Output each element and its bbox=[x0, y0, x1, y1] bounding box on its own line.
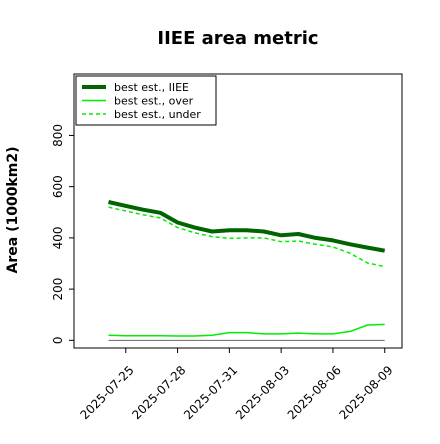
series-line-3 bbox=[108, 206, 385, 268]
y-tick-label: 400 bbox=[51, 226, 65, 249]
x-tick-label: 2025-07-28 bbox=[129, 363, 188, 422]
x-tick-label: 2025-08-06 bbox=[285, 363, 344, 422]
legend-label-1: best est., IIEE bbox=[114, 81, 189, 94]
x-tick-label: 2025-07-25 bbox=[78, 363, 137, 422]
series-line-1 bbox=[108, 200, 386, 253]
y-axis-label: Area (1000km2) bbox=[5, 147, 21, 274]
legend-label-2: best est., over bbox=[114, 95, 194, 108]
x-tick-label: 2025-08-09 bbox=[336, 363, 395, 422]
series-lines bbox=[108, 200, 386, 341]
plot-frame bbox=[73, 73, 403, 349]
axis-ticks: 0 200 400 600 800 2025-07-252025-07-282025-07… bbox=[51, 124, 396, 422]
y-tick-label: 800 bbox=[51, 124, 65, 147]
y-tick-label: 0 bbox=[51, 336, 65, 344]
y-tick-label: 600 bbox=[51, 175, 65, 198]
legend-label-3: best est., under bbox=[114, 108, 201, 121]
series-line-2 bbox=[108, 323, 385, 337]
x-tick-label: 2025-08-03 bbox=[233, 363, 292, 422]
chart-title: IIEE area metric bbox=[157, 28, 318, 49]
x-tick-label: 2025-07-31 bbox=[181, 363, 240, 422]
y-tick-label: 200 bbox=[51, 278, 65, 301]
